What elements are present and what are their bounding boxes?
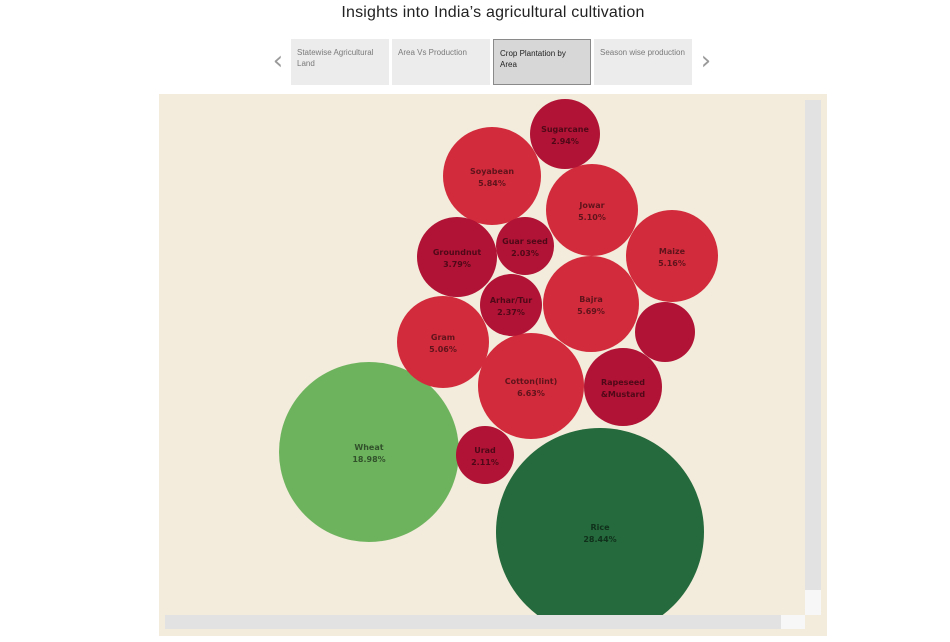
- bubble-jowar[interactable]: Jowar 5.10%: [546, 164, 638, 256]
- bubble-circle: [584, 348, 662, 426]
- bubble-name: Sugarcane: [541, 125, 589, 134]
- bubble-value: 18.98%: [352, 455, 385, 464]
- bubble-rapeseed-mustard[interactable]: Rapeseed&Mustard: [584, 348, 662, 426]
- tab-season-wise-production[interactable]: Season wise production: [594, 39, 692, 85]
- bubble-name: Guar seed: [502, 237, 548, 246]
- bubble-rice[interactable]: Rice 28.44%: [496, 428, 704, 615]
- bubble-value: 2.11%: [471, 458, 499, 467]
- bubble-circle: [456, 426, 514, 484]
- bubble-circle: [443, 127, 541, 225]
- bubble-urad[interactable]: Urad 2.11%: [456, 426, 514, 484]
- bubble-circle: [530, 99, 600, 169]
- bubble-circle: [496, 217, 554, 275]
- bubble-chart: Rice 28.44% Wheat 18.98% Cotton(lint) 6.63% Ba…: [279, 99, 718, 615]
- bubble-circle: [635, 302, 695, 362]
- bubble-value: 5.06%: [429, 345, 457, 354]
- chevron-right-icon[interactable]: ›: [700, 46, 712, 76]
- bubble-name: Soyabean: [470, 167, 514, 176]
- tab-bar: ‹ Statewise Agricultural Land Area Vs Pr…: [268, 38, 720, 86]
- bubble-circle: [279, 362, 459, 542]
- bubble-groundnut[interactable]: Groundnut 3.79%: [417, 217, 497, 297]
- tab-crop-plantation-by-area[interactable]: Crop Plantation by Area: [493, 39, 591, 85]
- bubble-circle: [478, 333, 584, 439]
- bubble-circle: [480, 274, 542, 336]
- vertical-scrollbar[interactable]: [805, 100, 821, 590]
- page-title: Insights into India’s agricultural culti…: [341, 4, 645, 21]
- bubble-name: Maize: [659, 247, 686, 256]
- horizontal-scrollbar[interactable]: [165, 615, 805, 629]
- bubble-name: &Mustard: [601, 390, 646, 399]
- bubble-unlabeled[interactable]: [635, 302, 695, 362]
- bubble-bajra[interactable]: Bajra 5.69%: [543, 256, 639, 352]
- bubble-value: 2.37%: [497, 308, 525, 317]
- bubble-value: 5.69%: [577, 307, 605, 316]
- bubble-name: Gram: [431, 333, 455, 342]
- chevron-left-icon[interactable]: ‹: [272, 46, 284, 76]
- bubble-value: 6.63%: [517, 389, 545, 398]
- bubble-chart-area: Rice 28.44% Wheat 18.98% Cotton(lint) 6.63% Ba…: [159, 94, 827, 636]
- bubble-soyabean[interactable]: Soyabean 5.84%: [443, 127, 541, 225]
- bubble-value: 28.44%: [583, 535, 616, 544]
- bubble-value: 3.79%: [443, 260, 471, 269]
- bubble-value: 2.94%: [551, 137, 579, 146]
- horizontal-scrollbar-end: [781, 615, 805, 629]
- bubble-cotton-lint[interactable]: Cotton(lint) 6.63%: [478, 333, 584, 439]
- bubble-name: Groundnut: [433, 248, 482, 257]
- bubble-wheat[interactable]: Wheat 18.98%: [279, 362, 459, 542]
- bubble-name: Wheat: [354, 443, 383, 452]
- bubble-gram[interactable]: Gram 5.06%: [397, 296, 489, 388]
- bubble-value: 5.84%: [478, 179, 506, 188]
- bubble-maize[interactable]: Maize 5.16%: [626, 210, 718, 302]
- bubble-circle: [417, 217, 497, 297]
- bubble-circle: [496, 428, 704, 615]
- tab-statewise-agricultural-land[interactable]: Statewise Agricultural Land: [291, 39, 389, 85]
- bubble-name: Cotton(lint): [505, 377, 558, 386]
- scrollbar-corner: [805, 590, 821, 615]
- bubble-circle: [397, 296, 489, 388]
- bubble-circle: [543, 256, 639, 352]
- bubble-sugarcane[interactable]: Sugarcane 2.94%: [530, 99, 600, 169]
- bubble-name: Arhar/Tur: [490, 296, 532, 305]
- bubble-circle: [546, 164, 638, 256]
- bubble-guar-seed[interactable]: Guar seed 2.03%: [496, 217, 554, 275]
- bubble-name: Rapeseed: [601, 378, 645, 387]
- bubble-value: 5.10%: [578, 213, 606, 222]
- bubble-name: Bajra: [579, 295, 603, 304]
- bubble-arhar-tur[interactable]: Arhar/Tur 2.37%: [480, 274, 542, 336]
- tab-area-vs-production[interactable]: Area Vs Production: [392, 39, 490, 85]
- bubble-circle: [626, 210, 718, 302]
- bubble-name: Urad: [474, 446, 496, 455]
- bubble-value: 5.16%: [658, 259, 686, 268]
- bubble-name: Rice: [590, 523, 610, 532]
- bubble-name: Jowar: [578, 201, 604, 210]
- bubble-value: 2.03%: [511, 249, 539, 258]
